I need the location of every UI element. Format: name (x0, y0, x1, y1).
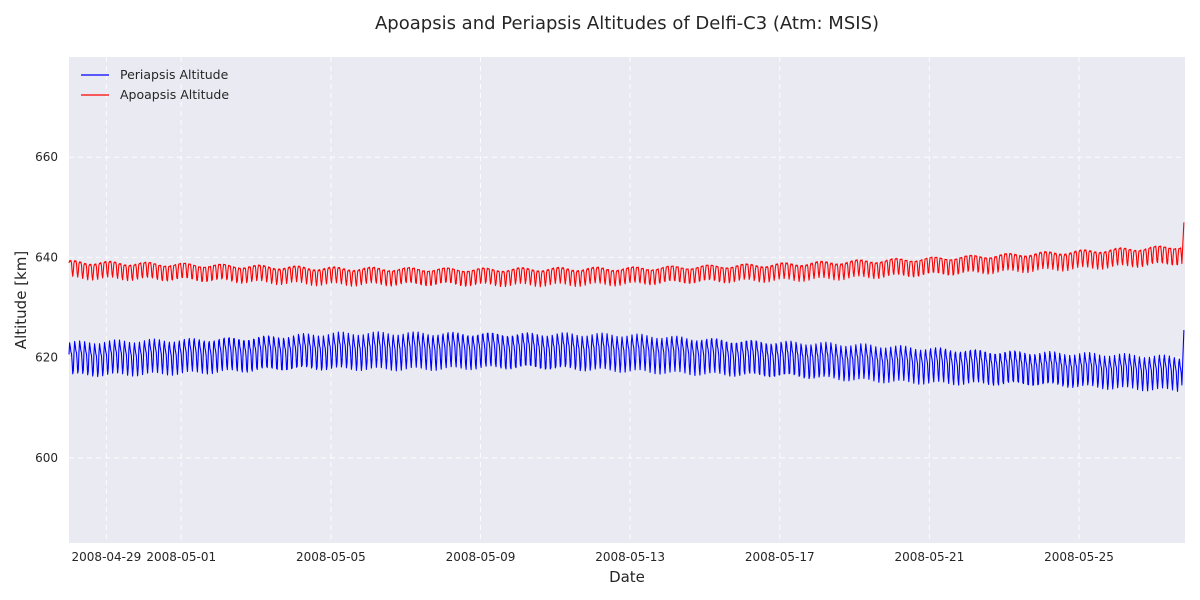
y-tick-label: 640 (35, 250, 58, 264)
legend: Periapsis Altitude Apoapsis Altitude (81, 67, 229, 102)
y-tick-labels: 600 620 640 660 (35, 150, 58, 465)
x-tick-label: 2008-05-05 (296, 550, 366, 564)
x-tick-labels: 2008-04-29 2008-05-01 2008-05-05 2008-05-09… (72, 550, 1114, 564)
series-lines (68, 222, 1185, 392)
y-tick-label: 620 (35, 351, 58, 365)
y-axis-label: Altitude [km] (12, 251, 30, 349)
legend-label: Periapsis Altitude (120, 67, 229, 82)
x-tick-label: 2008-05-13 (595, 550, 665, 564)
x-axis-label: Date (609, 568, 645, 586)
x-tick-label: 2008-05-25 (1044, 550, 1114, 564)
x-tick-label: 2008-05-01 (146, 550, 216, 564)
plot-area (69, 57, 1185, 543)
y-tick-label: 600 (35, 451, 58, 465)
x-tick-label: 2008-05-21 (895, 550, 965, 564)
legend-label: Apoapsis Altitude (120, 87, 229, 102)
series-line (68, 330, 1185, 392)
x-tick-label: 2008-05-09 (446, 550, 516, 564)
series-line (68, 222, 1185, 288)
x-tick-label: 2008-05-17 (745, 550, 815, 564)
x-tick-label: 2008-04-29 (72, 550, 142, 564)
chart-title: Apoapsis and Periapsis Altitudes of Delf… (375, 13, 879, 34)
y-tick-label: 660 (35, 150, 58, 164)
